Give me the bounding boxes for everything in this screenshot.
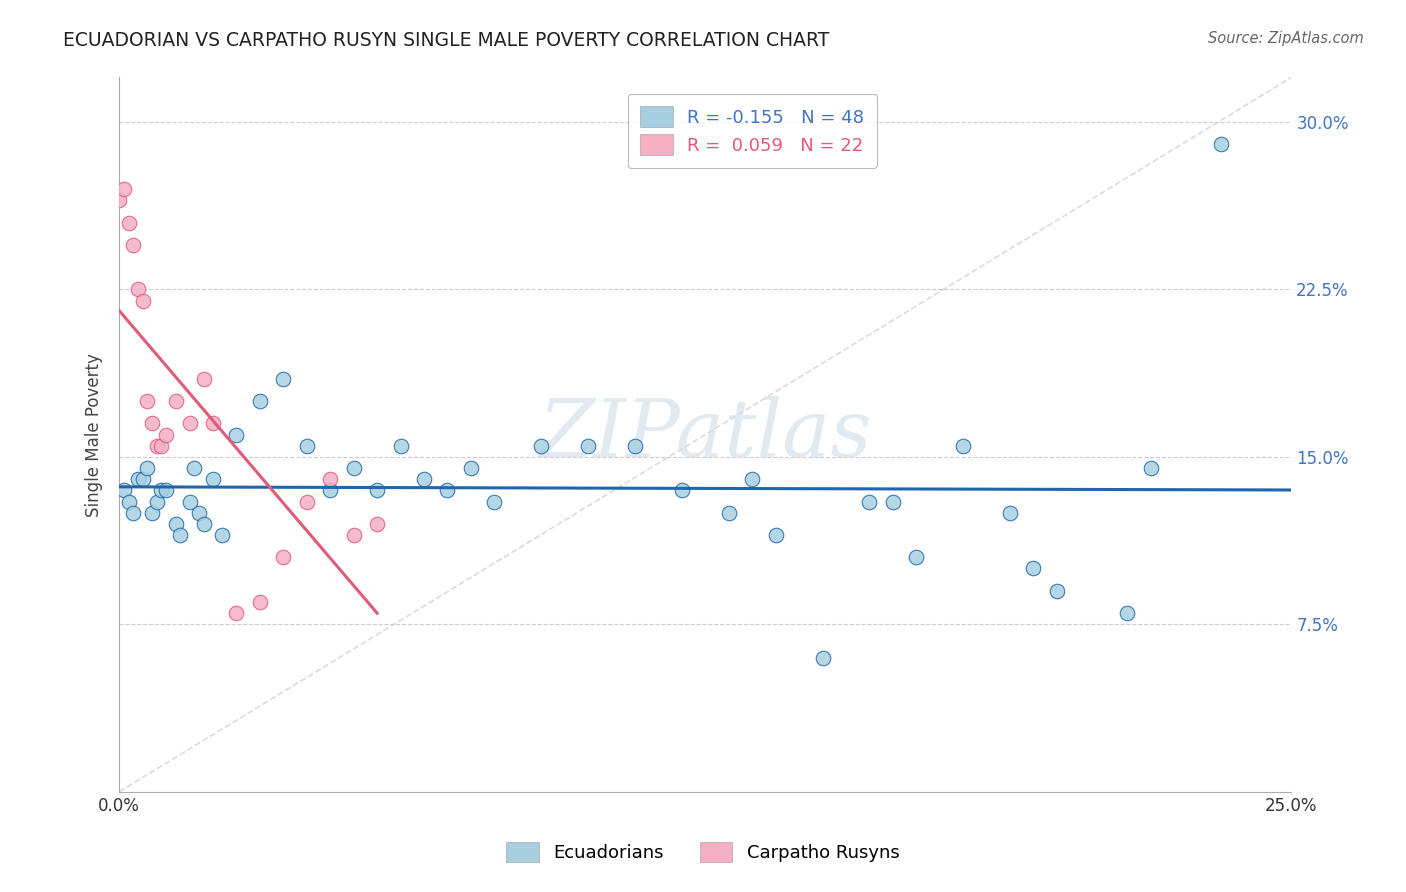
Point bbox=[1116, 606, 1139, 620]
Point bbox=[273, 550, 295, 565]
Point bbox=[858, 494, 880, 508]
Point bbox=[127, 472, 149, 486]
Point bbox=[1046, 583, 1069, 598]
Point bbox=[202, 417, 225, 431]
Point bbox=[202, 472, 225, 486]
Point bbox=[179, 417, 201, 431]
Point bbox=[117, 494, 139, 508]
Point bbox=[366, 516, 388, 531]
Point bbox=[249, 595, 271, 609]
Y-axis label: Single Male Poverty: Single Male Poverty bbox=[86, 352, 103, 516]
Point bbox=[366, 483, 388, 498]
Point bbox=[295, 494, 318, 508]
Point bbox=[169, 528, 191, 542]
Point bbox=[165, 394, 187, 409]
Point bbox=[484, 494, 506, 508]
Point bbox=[295, 439, 318, 453]
Point bbox=[576, 439, 599, 453]
Point bbox=[1139, 461, 1161, 475]
Point bbox=[249, 394, 271, 409]
Point bbox=[188, 506, 211, 520]
Point bbox=[225, 606, 247, 620]
Point bbox=[183, 461, 205, 475]
Point bbox=[717, 506, 740, 520]
Point bbox=[343, 461, 366, 475]
Point bbox=[343, 528, 366, 542]
Point bbox=[179, 494, 201, 508]
Point bbox=[132, 472, 155, 486]
Point bbox=[146, 439, 169, 453]
Point bbox=[998, 506, 1021, 520]
Point bbox=[122, 506, 145, 520]
Point bbox=[436, 483, 458, 498]
Point bbox=[122, 237, 145, 252]
Point bbox=[460, 461, 482, 475]
Point bbox=[127, 283, 149, 297]
Text: ECUADORIAN VS CARPATHO RUSYN SINGLE MALE POVERTY CORRELATION CHART: ECUADORIAN VS CARPATHO RUSYN SINGLE MALE… bbox=[63, 31, 830, 50]
Point bbox=[671, 483, 693, 498]
Legend: R = -0.155   N = 48, R =  0.059   N = 22: R = -0.155 N = 48, R = 0.059 N = 22 bbox=[627, 94, 877, 168]
Text: ZIPatlas: ZIPatlas bbox=[538, 396, 872, 474]
Point bbox=[952, 439, 974, 453]
Point bbox=[211, 528, 233, 542]
Point bbox=[132, 293, 155, 308]
Point bbox=[319, 483, 342, 498]
Point bbox=[624, 439, 647, 453]
Point bbox=[1022, 561, 1045, 575]
Point bbox=[150, 483, 173, 498]
Point bbox=[225, 427, 247, 442]
Point bbox=[112, 483, 135, 498]
Point bbox=[1209, 137, 1232, 152]
Point bbox=[150, 439, 173, 453]
Point bbox=[136, 461, 159, 475]
Point bbox=[193, 372, 215, 386]
Point bbox=[165, 516, 187, 531]
Text: Source: ZipAtlas.com: Source: ZipAtlas.com bbox=[1208, 31, 1364, 46]
Point bbox=[155, 483, 177, 498]
Point bbox=[741, 472, 763, 486]
Point bbox=[117, 215, 139, 229]
Point bbox=[530, 439, 553, 453]
Point bbox=[146, 494, 169, 508]
Point bbox=[765, 528, 787, 542]
Point bbox=[905, 550, 928, 565]
Point bbox=[108, 193, 131, 207]
Point bbox=[112, 182, 135, 196]
Point bbox=[193, 516, 215, 531]
Point bbox=[273, 372, 295, 386]
Point bbox=[141, 506, 163, 520]
Point bbox=[882, 494, 904, 508]
Point bbox=[155, 427, 177, 442]
Point bbox=[413, 472, 436, 486]
Point bbox=[136, 394, 159, 409]
Legend: Ecuadorians, Carpatho Rusyns: Ecuadorians, Carpatho Rusyns bbox=[499, 834, 907, 870]
Point bbox=[389, 439, 412, 453]
Point bbox=[319, 472, 342, 486]
Point bbox=[141, 417, 163, 431]
Point bbox=[811, 650, 834, 665]
